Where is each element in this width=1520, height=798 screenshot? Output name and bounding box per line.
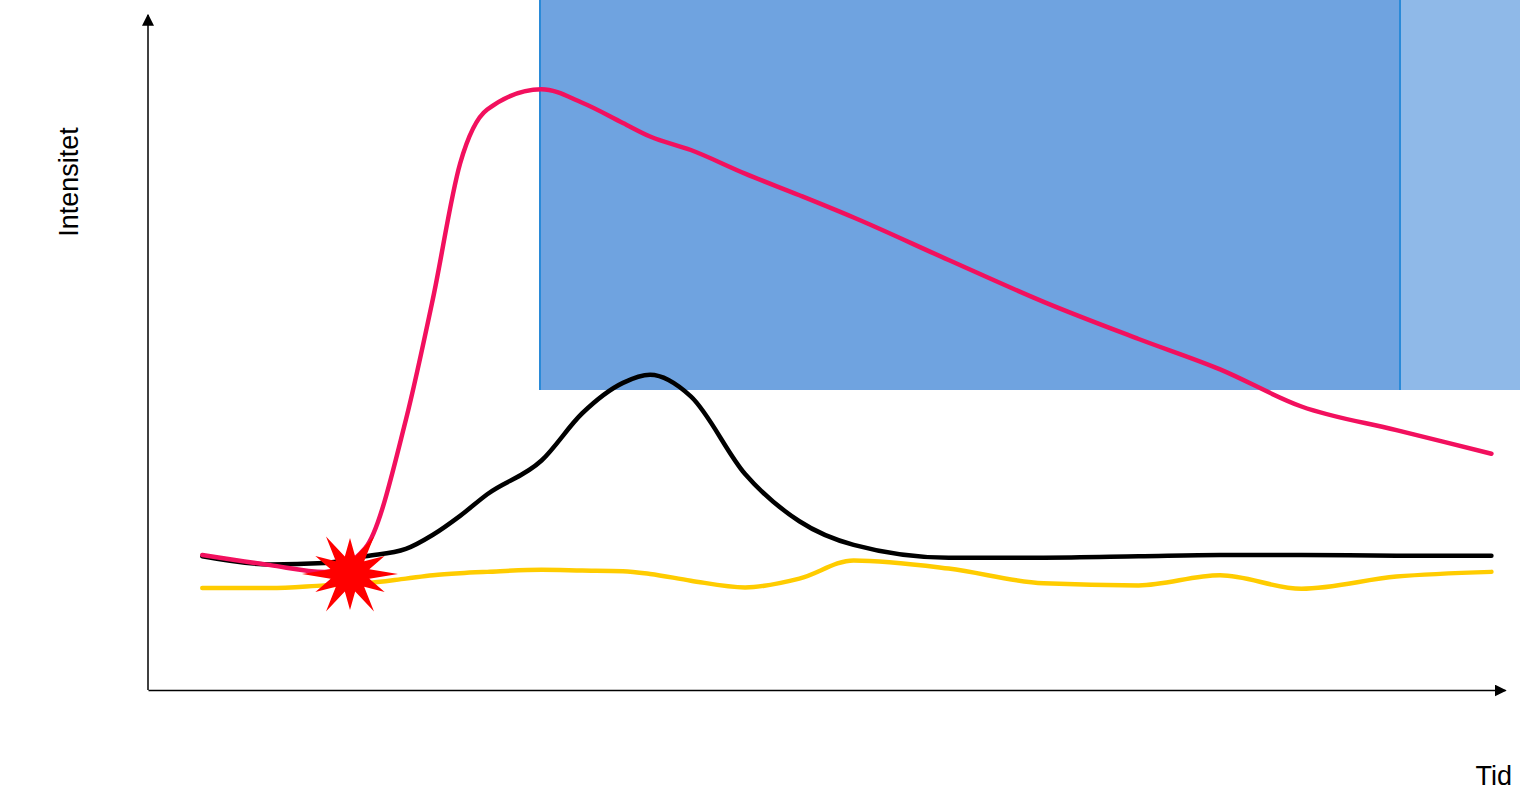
plot-area	[202, 89, 1491, 589]
chart: Intensitet Tid	[0, 0, 1520, 798]
y-axis-title: Intensitet	[54, 127, 84, 237]
background-panel	[540, 0, 1400, 390]
line-series	[202, 560, 1491, 588]
axis-line	[147, 15, 149, 690]
background-edge	[539, 0, 541, 390]
axis-line	[149, 690, 1506, 692]
x-axis	[149, 690, 1506, 691]
background-panel	[1400, 0, 1520, 390]
background-edge	[1399, 0, 1401, 390]
background	[540, 0, 1520, 390]
y-axis	[148, 15, 149, 690]
line-series	[202, 89, 1491, 572]
x-axis-title: Tid	[1475, 761, 1512, 791]
event-burst	[302, 537, 398, 612]
